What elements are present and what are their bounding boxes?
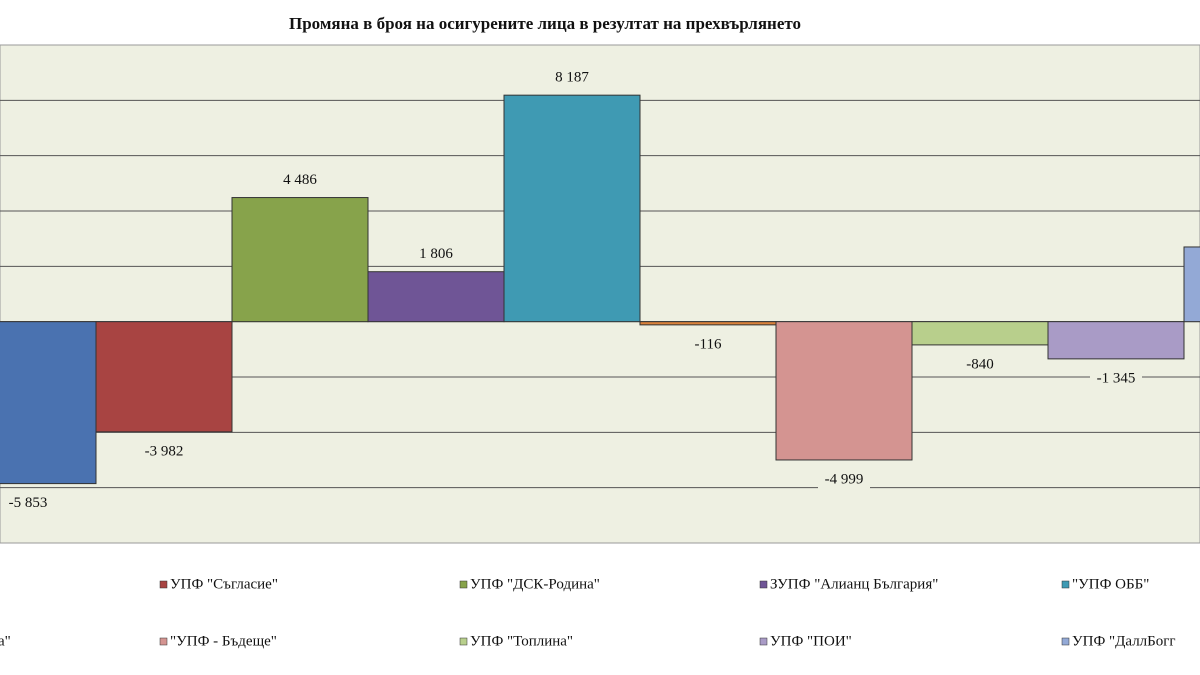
value-label: -116 bbox=[695, 336, 722, 352]
legend-marker bbox=[459, 580, 468, 589]
value-label: -5 853 bbox=[9, 495, 48, 511]
bar bbox=[503, 94, 641, 323]
legend-marker bbox=[759, 637, 768, 646]
bar bbox=[1183, 246, 1200, 323]
value-label-bg bbox=[410, 245, 462, 264]
value-label: -1 345 bbox=[1097, 370, 1136, 386]
value-label: 1 806 bbox=[419, 246, 453, 262]
value-label-bg bbox=[274, 171, 326, 190]
legend-label: УПФ "Съгласие" bbox=[170, 576, 278, 592]
bar bbox=[95, 321, 233, 433]
bar bbox=[775, 321, 913, 461]
legend-label: УПФ "ДаллБогг bbox=[1072, 633, 1176, 649]
legend-label: УПФ "ПОИ" bbox=[770, 633, 852, 649]
value-label-bg bbox=[1090, 369, 1142, 388]
legend-marker bbox=[159, 637, 168, 646]
bar bbox=[1047, 321, 1185, 360]
value-label: 8 187 bbox=[555, 70, 589, 86]
chart-title: Промяна в броя на осигурените лица в рез… bbox=[289, 14, 801, 33]
value-label-bg bbox=[954, 355, 1006, 374]
legend-marker bbox=[1061, 637, 1070, 646]
value-label: -4 999 bbox=[825, 471, 864, 487]
bar bbox=[911, 321, 1049, 346]
bar bbox=[231, 197, 369, 323]
value-label: -840 bbox=[966, 356, 994, 372]
legend-marker bbox=[459, 637, 468, 646]
value-label-bg bbox=[818, 470, 870, 489]
bar bbox=[639, 321, 777, 326]
legend-label: УПФ "ДСК-Родина" bbox=[470, 576, 600, 592]
legend-label: на" bbox=[0, 633, 11, 649]
legend-marker bbox=[159, 580, 168, 589]
legend-label: УПФ "Топлина" bbox=[470, 633, 573, 649]
legend-label: ЗУПФ "Алианц България" bbox=[770, 576, 938, 592]
value-label: -3 982 bbox=[145, 443, 184, 459]
bar bbox=[0, 321, 97, 485]
value-label-bg bbox=[2, 494, 54, 513]
legend-label: "УПФ ОББ" bbox=[1072, 576, 1149, 592]
value-label: 4 486 bbox=[283, 172, 317, 188]
value-label-bg bbox=[138, 442, 190, 461]
legend-label: "УПФ - Бъдеще" bbox=[170, 633, 277, 649]
legend-marker bbox=[1061, 580, 1070, 589]
value-label-bg bbox=[546, 69, 598, 88]
value-label-bg bbox=[682, 335, 734, 354]
legend-marker bbox=[759, 580, 768, 589]
bar bbox=[367, 271, 505, 323]
